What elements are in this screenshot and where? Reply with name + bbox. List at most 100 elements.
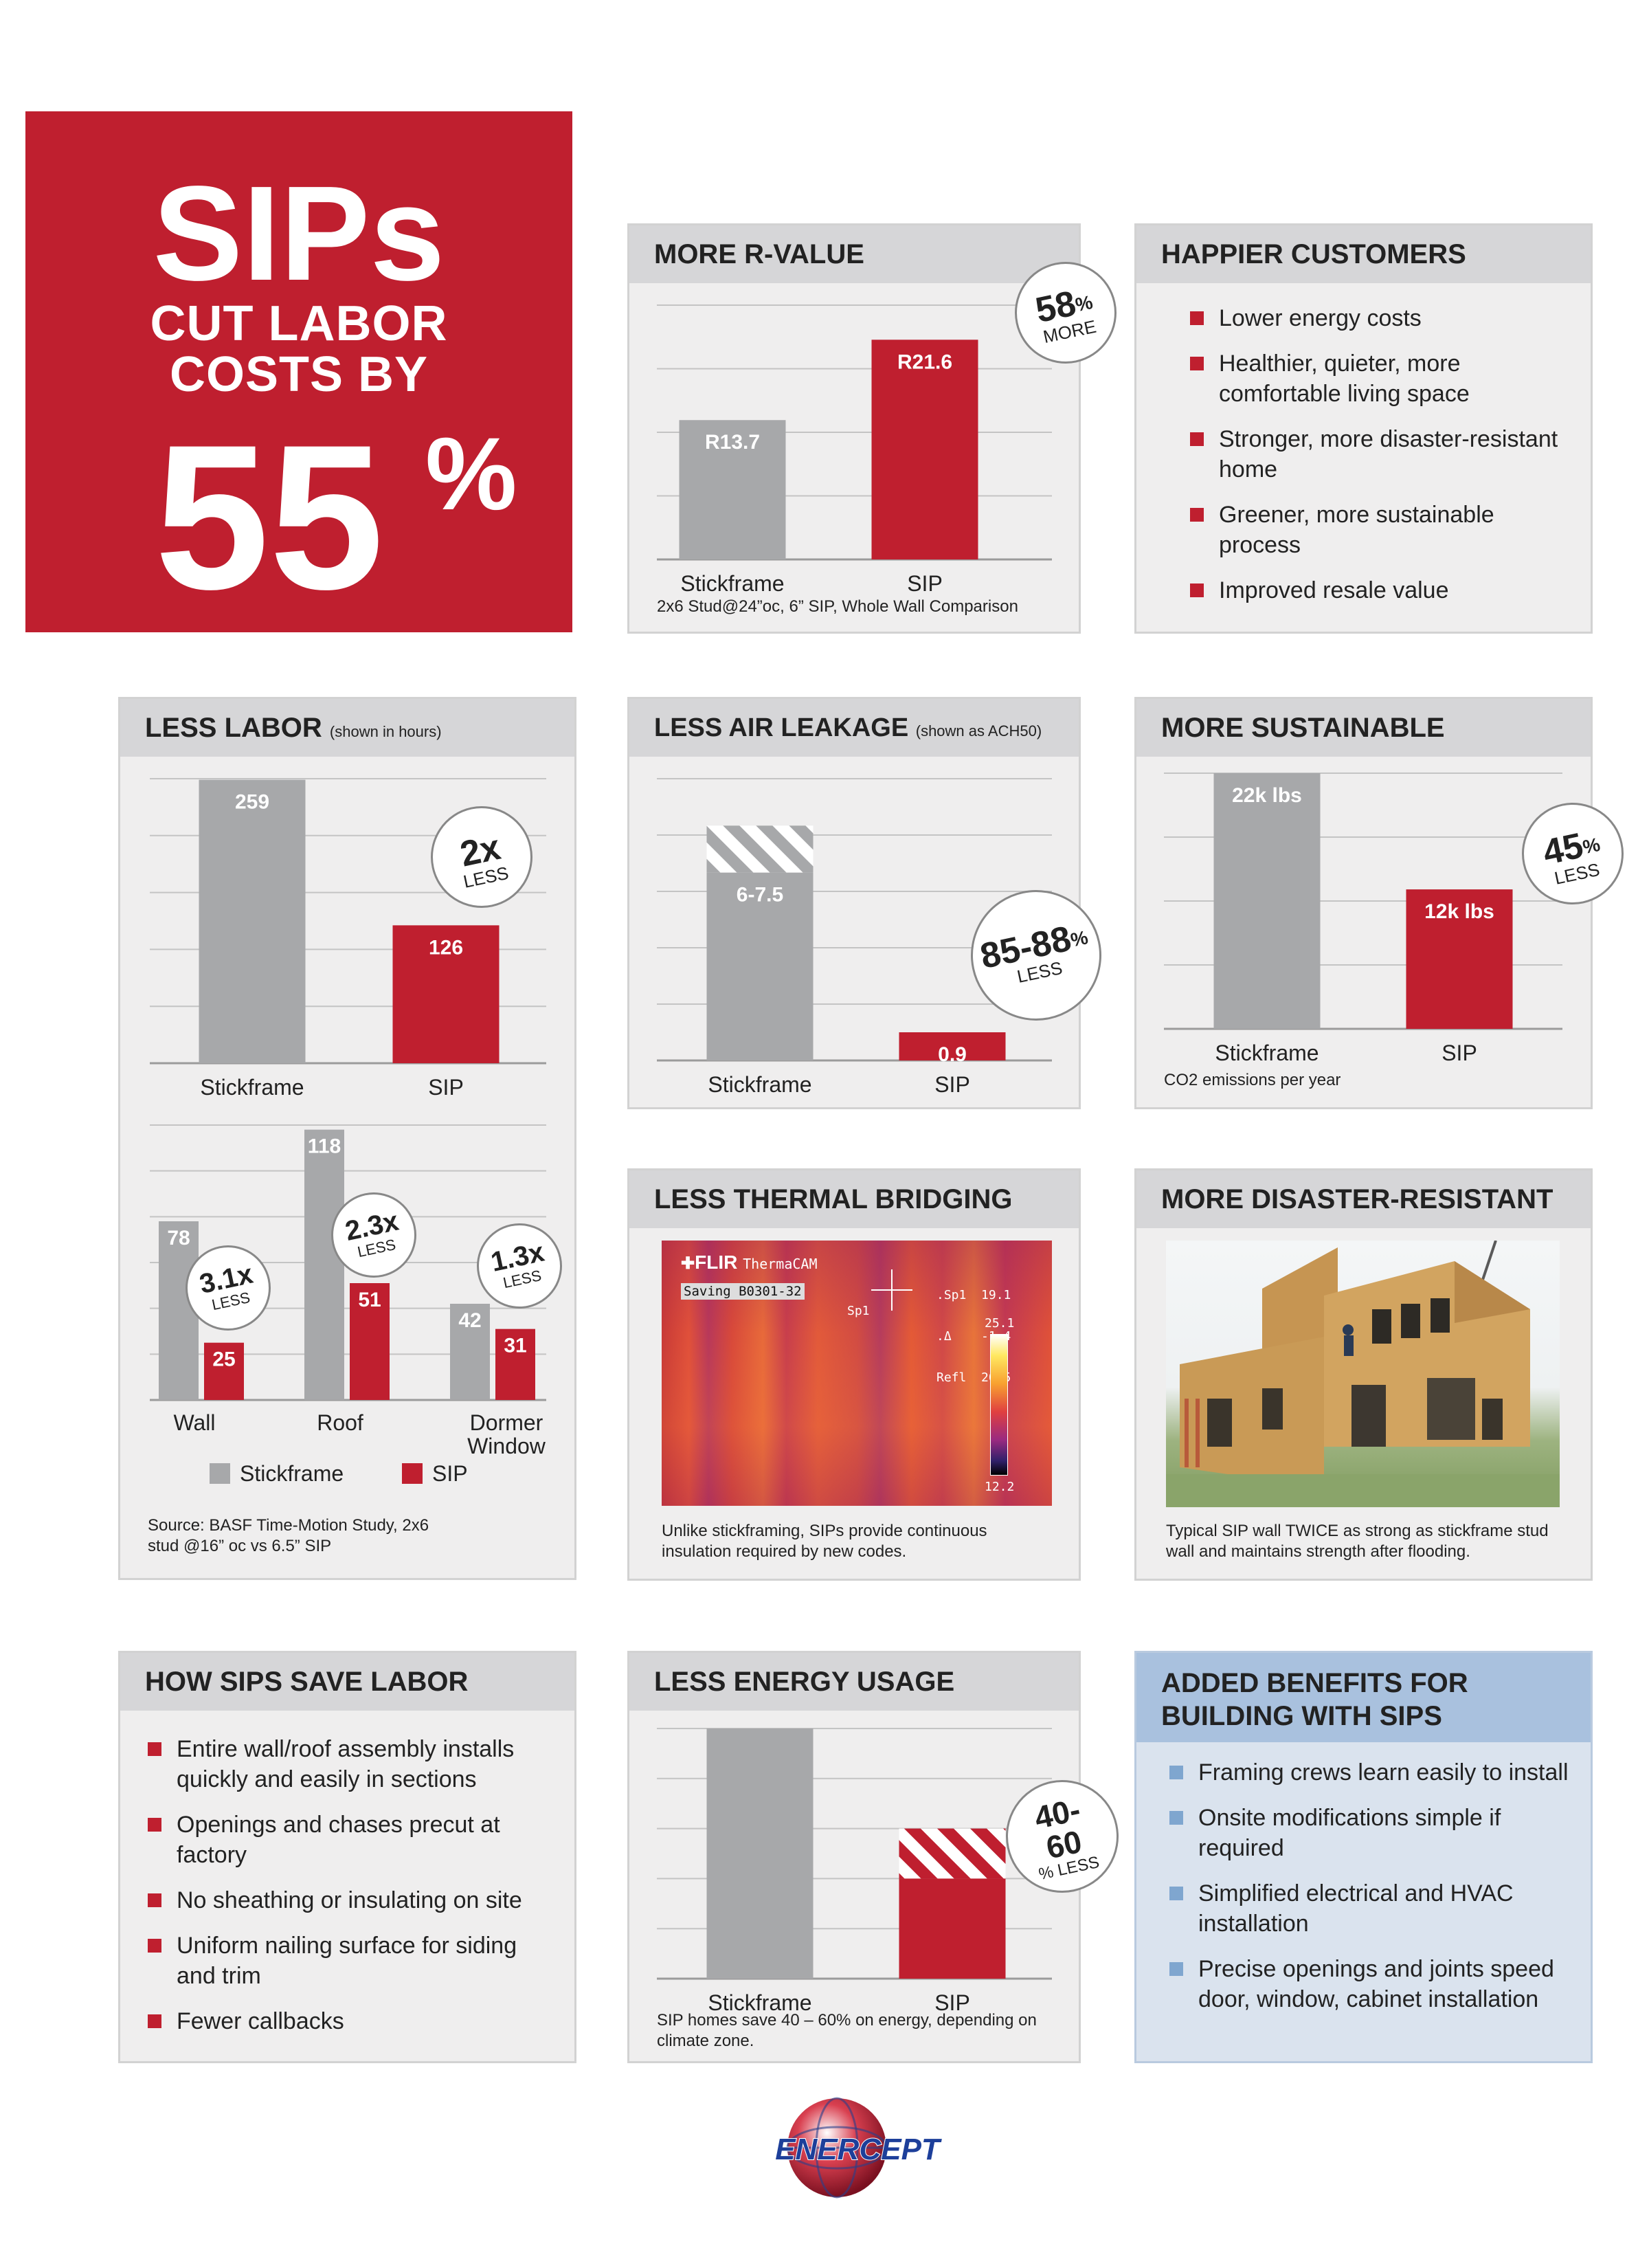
list-item: Healthier, quieter, more comfortable liv… bbox=[1190, 348, 1575, 409]
hero-line1: CUT LABOR bbox=[150, 296, 448, 351]
disaster-panel: MORE DISASTER-RESISTANT Typical SIP wall… bbox=[1134, 1168, 1593, 1581]
air-badge-pct: % bbox=[1068, 926, 1090, 951]
hero-title: SIPs bbox=[153, 158, 445, 309]
bar-sip bbox=[392, 925, 500, 1063]
category-label: SIP bbox=[428, 1075, 464, 1100]
category-label: Wall bbox=[173, 1410, 215, 1435]
air-header: LESS AIR LEAKAGE (shown as ACH50) bbox=[629, 699, 1079, 757]
category-label: Roof bbox=[317, 1410, 363, 1435]
bar-sip bbox=[871, 340, 978, 559]
list-item: Stronger, more disaster-resistant home bbox=[1190, 424, 1575, 485]
list-item: Improved resale value bbox=[1190, 575, 1575, 605]
hero-percent: 55 bbox=[155, 401, 384, 632]
list-item: Framing crews learn easily to install bbox=[1169, 1757, 1582, 1788]
bar-stickframe bbox=[1213, 773, 1321, 1029]
bar-stickframe bbox=[304, 1129, 344, 1400]
temperature-scale bbox=[990, 1334, 1008, 1476]
house-illustration bbox=[1166, 1241, 1560, 1507]
hero-line2: COSTS BY bbox=[169, 347, 429, 402]
crosshair-icon bbox=[871, 1269, 912, 1311]
thermal-image: ✚FLIR ThermaCAM Saving B0301-32 Sp1 .Sp1… bbox=[662, 1241, 1052, 1506]
labor-panel: LESS LABOR (shown in hours) 259 Stickfram… bbox=[118, 697, 576, 1580]
data-label: 22k lbs bbox=[1232, 784, 1302, 807]
flir-logo-glyph: ✚ bbox=[681, 1254, 695, 1273]
added-header: ADDED BENEFITS FOR BUILDING WITH SIPS bbox=[1136, 1653, 1591, 1742]
r-value-badge-pct: % bbox=[1073, 291, 1095, 316]
labor-header-title: LESS LABOR bbox=[145, 713, 322, 743]
air-header-title: LESS AIR LEAKAGE bbox=[654, 713, 909, 742]
readout-line: .Sp1 19.1 bbox=[936, 1288, 1011, 1302]
spot-label: Sp1 bbox=[847, 1304, 870, 1318]
labor-total-chart: 259 Stickframe 126 SIP bbox=[150, 778, 546, 1100]
category-label: SIP bbox=[934, 1990, 970, 2015]
category-label: Stickframe bbox=[708, 1072, 811, 1097]
category-label: Stickframe bbox=[708, 1990, 811, 2015]
category-label: SIP bbox=[934, 1072, 970, 1097]
list-item: Entire wall/roof assembly installs quick… bbox=[148, 1734, 560, 1794]
bar-stickframe bbox=[199, 779, 306, 1063]
energy-chart: Stickframe SIP bbox=[657, 1728, 1052, 2015]
category-label: Stickframe bbox=[680, 571, 784, 596]
sustainable-badge-pct: % bbox=[1580, 833, 1602, 858]
logo-text: ENERCEPT bbox=[775, 2133, 942, 2166]
r-value-header: MORE R-VALUE bbox=[629, 225, 1079, 283]
category-label: SIP bbox=[907, 571, 943, 596]
energy-header: LESS ENERGY USAGE bbox=[629, 1653, 1079, 1711]
bar-stickframe bbox=[679, 420, 786, 559]
category-label: Dormer bbox=[470, 1410, 543, 1435]
how-list: Entire wall/roof assembly installs quick… bbox=[148, 1734, 560, 2052]
bar-stickframe bbox=[706, 1728, 814, 1979]
air-header-small: (shown as ACH50) bbox=[915, 722, 1042, 740]
labor-header: LESS LABOR (shown in hours) bbox=[120, 699, 574, 757]
scale-bottom-label: 12.2 bbox=[985, 1480, 1015, 1494]
r-value-chart: R13.7 Stickframe R21.6 SIP bbox=[657, 304, 1052, 596]
disaster-header: MORE DISASTER-RESISTANT bbox=[1136, 1170, 1591, 1228]
thermal-note: Unlike stickframing, SIPs provide contin… bbox=[662, 1522, 987, 1561]
bar-sip bbox=[1406, 889, 1513, 1029]
labor-header-small: (shown in hours) bbox=[329, 723, 442, 740]
data-label: 51 bbox=[358, 1289, 381, 1311]
legend-label: Stickframe bbox=[240, 1461, 344, 1486]
list-item: Simplified electrical and HVAC installat… bbox=[1169, 1878, 1582, 1939]
legend-swatch bbox=[402, 1463, 423, 1484]
list-item: Uniform nailing surface for siding and t… bbox=[148, 1931, 560, 1991]
hero-subtitle: CUT LABOR COSTS BY bbox=[25, 298, 572, 400]
data-label: 259 bbox=[235, 791, 269, 814]
sustainable-panel: MORE SUSTAINABLE 22k lbs Stickframe 12k lb… bbox=[1134, 697, 1593, 1109]
bar-range-sip bbox=[899, 1828, 1006, 1879]
bar-stickframe bbox=[450, 1304, 490, 1400]
category-label: Stickframe bbox=[200, 1075, 304, 1100]
data-label: 25 bbox=[212, 1348, 235, 1371]
how-panel: HOW SIPS SAVE LABOR Entire wall/roof ass… bbox=[118, 1651, 576, 2063]
data-label: 126 bbox=[429, 936, 463, 959]
bar-range-stickframe bbox=[706, 825, 814, 873]
r-value-note: 2x6 Stud@24”oc, 6” SIP, Whole Wall Compa… bbox=[657, 597, 1018, 616]
sustainable-chart: 22k lbs Stickframe 12k lbs SIP bbox=[1164, 772, 1562, 1065]
list-item: Lower energy costs bbox=[1190, 303, 1575, 333]
data-label: 12k lbs bbox=[1424, 900, 1494, 923]
thermal-panel: LESS THERMAL BRIDGING ✚FLIR ThermaCAM Sa… bbox=[627, 1168, 1081, 1581]
added-list: Framing crews learn easily to install On… bbox=[1169, 1757, 1582, 2030]
legend-swatch bbox=[210, 1463, 230, 1484]
sustainable-header: MORE SUSTAINABLE bbox=[1136, 699, 1591, 757]
data-label: 42 bbox=[458, 1309, 481, 1332]
enercept-logo: ENERCEPT bbox=[761, 2096, 961, 2199]
data-label: 31 bbox=[504, 1335, 526, 1357]
customers-list: Lower energy costs Healthier, quieter, m… bbox=[1190, 303, 1575, 621]
sustainable-note: CO2 emissions per year bbox=[1164, 1071, 1341, 1089]
list-item: Onsite modifications simple if required bbox=[1169, 1803, 1582, 1863]
data-label: R13.7 bbox=[705, 431, 760, 454]
construction-photo bbox=[1166, 1241, 1560, 1507]
list-item: No sheathing or insulating on site bbox=[148, 1885, 560, 1915]
thermal-header: LESS THERMAL BRIDGING bbox=[629, 1170, 1079, 1228]
list-item: Fewer callbacks bbox=[148, 2006, 560, 2036]
disaster-note: Typical SIP wall TWICE as strong as stic… bbox=[1166, 1522, 1549, 1561]
bar-stickframe bbox=[706, 872, 814, 1060]
list-item: Precise openings and joints speed door, … bbox=[1169, 1954, 1582, 2014]
customers-panel: HAPPIER CUSTOMERS Lower energy costs Hea… bbox=[1134, 223, 1593, 634]
list-item: Openings and chases precut at factory bbox=[148, 1810, 560, 1870]
data-label: 78 bbox=[167, 1227, 190, 1249]
category-label: Window bbox=[467, 1434, 546, 1458]
saving-label: Saving B0301-32 bbox=[681, 1283, 805, 1300]
